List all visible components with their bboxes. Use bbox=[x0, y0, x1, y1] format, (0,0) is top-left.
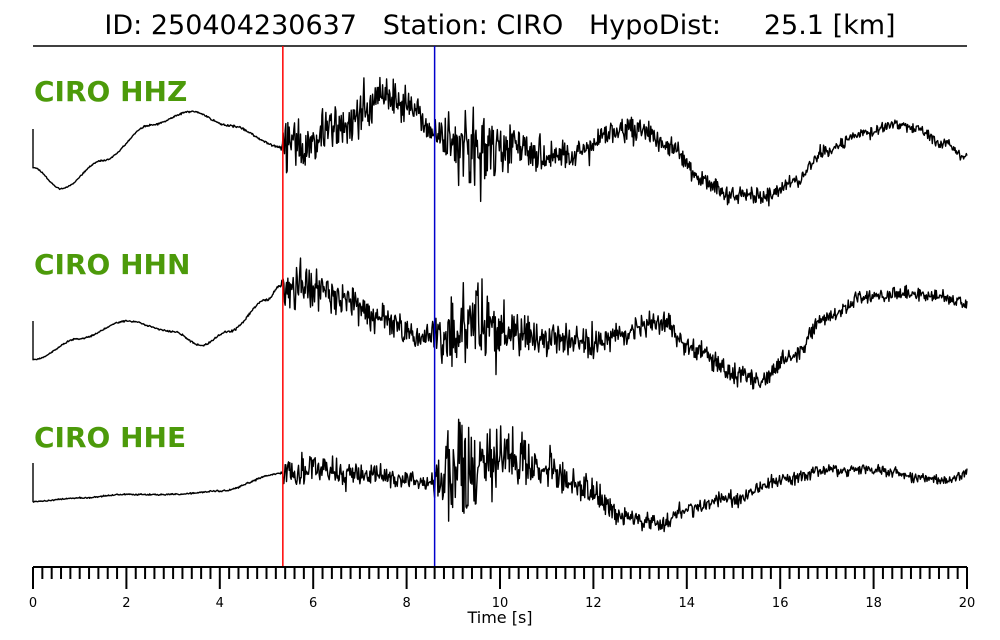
x-tick-label: 12 bbox=[585, 596, 602, 611]
x-tick-label: 20 bbox=[959, 596, 976, 611]
x-axis-label: Time [s] bbox=[466, 608, 532, 627]
channel-label-ciro-hhe: CIRO HHE bbox=[34, 421, 186, 454]
x-tick-label: 18 bbox=[865, 596, 882, 611]
waveform-ciro-hhz bbox=[32, 76, 968, 207]
channel-label-ciro-hhn: CIRO HHN bbox=[34, 248, 190, 281]
channel-labels: CIRO HHZ CIRO HHN CIRO HHE bbox=[34, 75, 190, 454]
x-tick-label: 2 bbox=[122, 596, 130, 611]
x-tick-label: 14 bbox=[679, 596, 696, 611]
x-tick-label: 4 bbox=[216, 596, 224, 611]
x-tick-label: 8 bbox=[402, 596, 410, 611]
x-tick-label: 10 bbox=[492, 596, 509, 611]
waveform-ciro-hhn bbox=[32, 257, 968, 390]
phase-picks bbox=[282, 46, 436, 567]
channel-label-ciro-hhz: CIRO HHZ bbox=[34, 75, 187, 108]
x-axis: 0 2 4 6 8 10 12 14 16 18 20 bbox=[29, 566, 976, 611]
x-tick-label: 0 bbox=[29, 596, 37, 611]
x-tick-label: 16 bbox=[772, 596, 789, 611]
x-tick-label: 6 bbox=[309, 596, 317, 611]
waveform-traces bbox=[32, 76, 968, 533]
chart-title: ID: 250404230637 Station: CIRO HypoDist:… bbox=[104, 10, 896, 41]
waveform-ciro-hhe bbox=[32, 418, 968, 533]
